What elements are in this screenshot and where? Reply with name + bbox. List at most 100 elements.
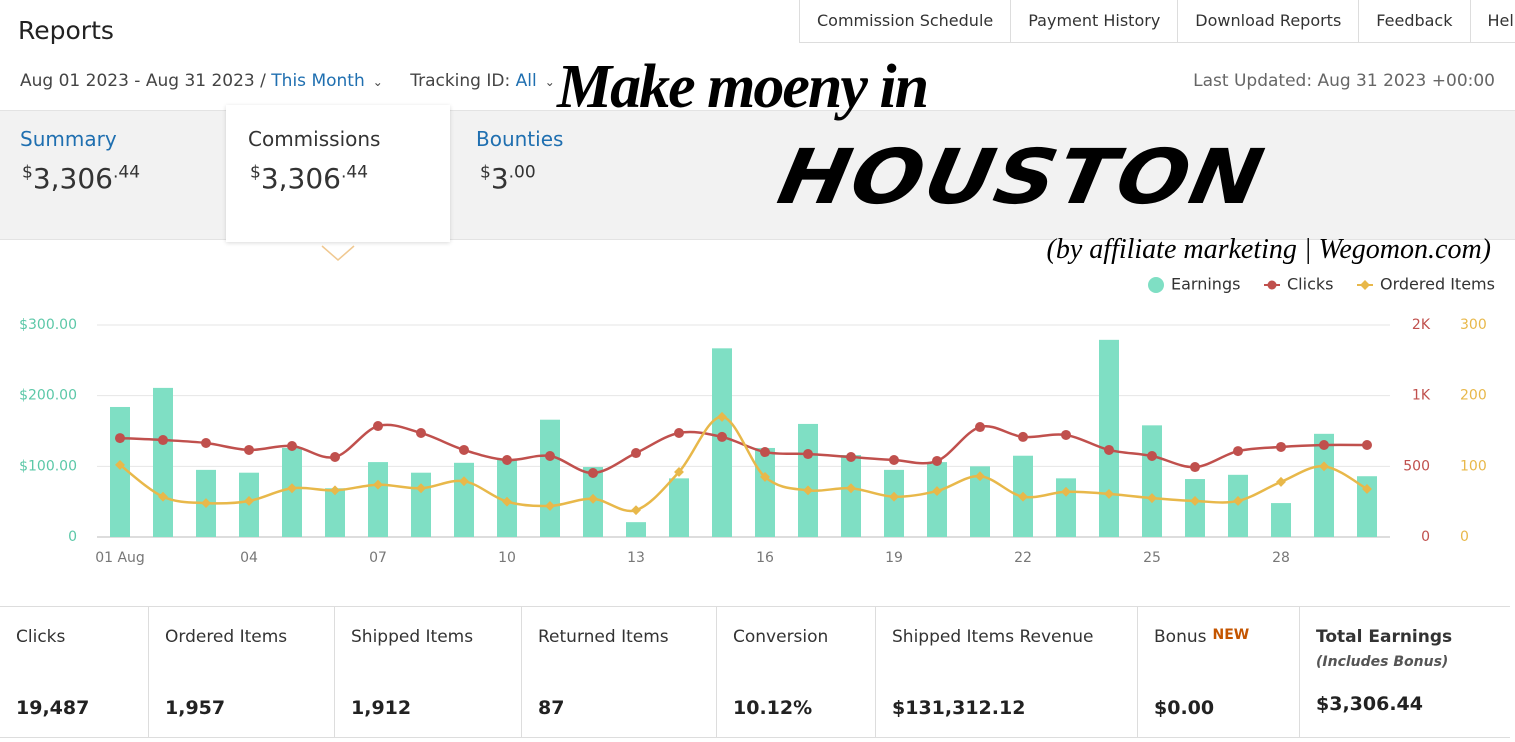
bar xyxy=(1357,476,1377,537)
tab-label: Summary xyxy=(20,127,117,151)
tab[interactable]: Bounties $3.00 xyxy=(450,110,674,238)
stat-cell: Shipped Items Revenue $131,312.12 xyxy=(876,607,1138,737)
line-point xyxy=(545,451,555,462)
y2-tick-label: 0 xyxy=(1421,529,1430,545)
line-point xyxy=(1319,461,1329,472)
line-point xyxy=(803,449,813,460)
currency: $ xyxy=(22,162,33,183)
amount: 3,306 xyxy=(32,162,113,195)
nav-link[interactable]: Feedback xyxy=(1359,0,1471,42)
stat-label-text: Clicks xyxy=(16,627,66,647)
x-tick-label: 25 xyxy=(1143,550,1161,566)
y2-tick-label: 1K xyxy=(1412,388,1431,404)
x-tick-label: 04 xyxy=(240,550,258,566)
nav-link[interactable]: Help xyxy=(1471,0,1515,42)
bar xyxy=(1185,479,1205,537)
y3-tick-label: 0 xyxy=(1460,529,1469,545)
overlay-line3: (by affiliate marketing | Wegomon.com) xyxy=(1046,234,1491,265)
tab[interactable]: Summary $3,306.44 xyxy=(0,110,224,238)
line-point xyxy=(1190,496,1200,506)
page-title: Reports xyxy=(18,16,114,45)
date-range: Aug 01 2023 - Aug 31 2023 xyxy=(20,71,255,91)
stat-label: Clicks xyxy=(16,627,65,647)
bar xyxy=(368,462,388,537)
line xyxy=(119,423,1368,475)
line-point xyxy=(760,447,770,458)
stat-label: Returned Items xyxy=(538,627,669,647)
line-point xyxy=(889,454,899,465)
line-point xyxy=(1319,439,1329,450)
line-point xyxy=(1147,451,1157,462)
tab-amount: $3.00 xyxy=(480,162,536,195)
legend-label: Earnings xyxy=(1171,275,1240,294)
caret: ⌄ xyxy=(544,75,555,89)
stat-label: Ordered Items xyxy=(165,627,287,647)
y-tick-label: $200.00 xyxy=(19,388,77,404)
nav-link[interactable]: Commission Schedule xyxy=(800,0,1012,42)
x-tick-label: 19 xyxy=(885,550,903,566)
bar xyxy=(884,469,904,537)
separator: / xyxy=(260,71,266,91)
amount: 3 xyxy=(490,162,509,195)
line-point xyxy=(1104,444,1114,455)
y2-tick-label: 2K xyxy=(1412,317,1431,333)
stat-label-text: Returned Items xyxy=(538,627,669,647)
x-tick-label: 10 xyxy=(498,550,516,566)
nav-link[interactable]: Payment History xyxy=(1011,0,1179,42)
tab-amount: $3,306.44 xyxy=(22,162,140,195)
cents: .00 xyxy=(508,162,536,183)
y3-tick-label: 300 xyxy=(1460,317,1487,333)
stat-value: $131,312.12 xyxy=(892,697,1026,719)
stat-value: 1,912 xyxy=(351,697,412,719)
nav-link[interactable]: Download Reports xyxy=(1178,0,1360,42)
line-point xyxy=(932,455,942,466)
stat-label: Conversion xyxy=(733,627,828,647)
legend-marker xyxy=(1360,280,1370,290)
line-point xyxy=(975,422,985,433)
stat-cell: Conversion 10.12% xyxy=(717,607,876,737)
x-tick-label: 22 xyxy=(1014,550,1032,566)
line-point xyxy=(1061,429,1071,440)
last-updated: Last Updated: Aug 31 2023 +00:00 xyxy=(1193,71,1495,91)
y2-tick-label: 500 xyxy=(1403,458,1430,474)
bar xyxy=(325,488,345,537)
line-point xyxy=(674,427,684,438)
stat-label-text: Ordered Items xyxy=(165,627,288,647)
line-point xyxy=(115,459,125,470)
currency: $ xyxy=(480,162,491,183)
stat-label-text: Total Earnings xyxy=(1316,627,1453,647)
stat-value: $0.00 xyxy=(1154,697,1215,719)
bar xyxy=(411,472,431,537)
tracking-select[interactable]: All xyxy=(515,71,537,91)
line-point xyxy=(631,448,641,459)
line-point xyxy=(1104,488,1114,499)
line-point xyxy=(631,505,641,516)
bar xyxy=(540,419,560,537)
line-point xyxy=(502,454,512,465)
stat-value: 10.12% xyxy=(733,697,813,719)
stat-label-text: Bonus xyxy=(1154,627,1207,647)
line-point xyxy=(287,483,297,494)
line-point xyxy=(1061,486,1071,497)
chart: 0 $100.00 $200.00 $300.00 0 500 1K 2K 0 100 200 300… xyxy=(19,245,1495,566)
line-point xyxy=(1276,476,1286,487)
bar xyxy=(927,462,947,537)
stat-value: $3,306.44 xyxy=(1316,693,1423,715)
line-point xyxy=(502,496,512,507)
x-tick-label: 28 xyxy=(1272,550,1290,566)
bar xyxy=(1142,425,1162,537)
tab-active[interactable]: Commissions $3,306.44 xyxy=(226,105,450,242)
bar xyxy=(454,462,474,537)
period-select[interactable]: This Month xyxy=(271,71,365,91)
line-point xyxy=(1362,439,1372,450)
stat-label: Shipped Items xyxy=(351,627,473,647)
bar xyxy=(712,348,732,537)
line-point xyxy=(244,444,254,455)
stat-cell: Bonus NEW $0.00 xyxy=(1138,607,1300,737)
caret: ⌄ xyxy=(372,75,383,89)
bar xyxy=(626,522,646,537)
tab-label: Bounties xyxy=(476,127,564,151)
stat-cell: Clicks 19,487 xyxy=(0,607,149,737)
bar xyxy=(1271,503,1291,537)
line-point xyxy=(889,491,899,502)
